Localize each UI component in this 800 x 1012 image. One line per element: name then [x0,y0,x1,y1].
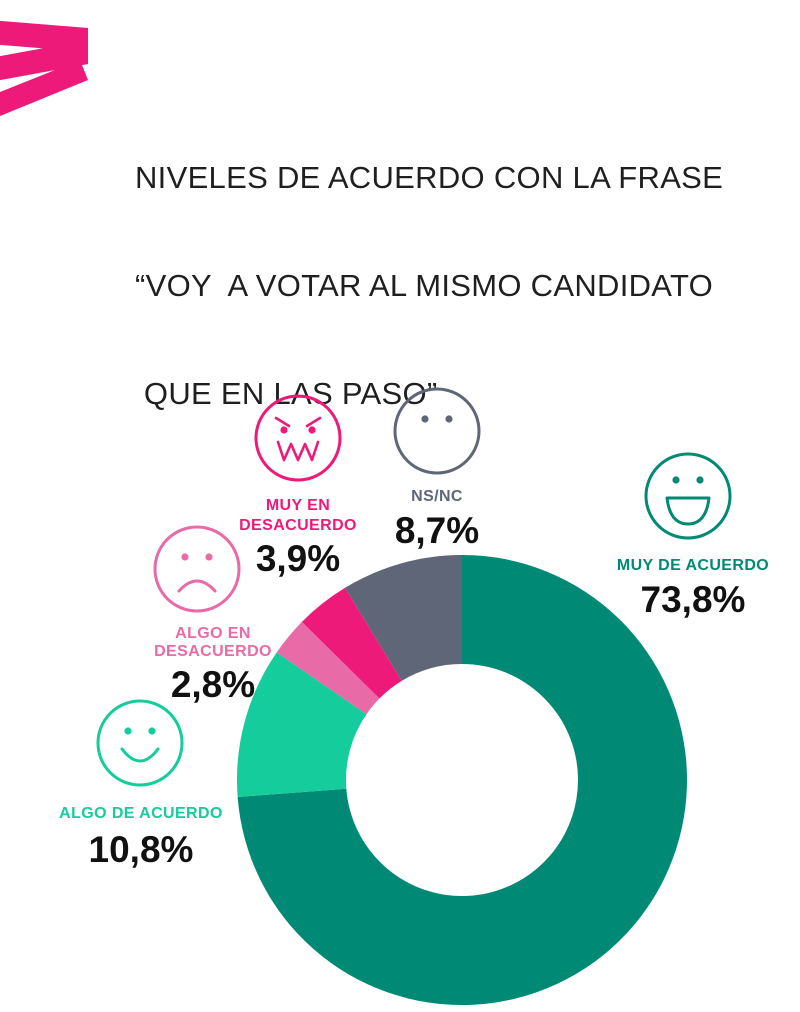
chart-title: NIVELES DE ACUERDO CON LA FRASE “VOY A V… [135,88,723,448]
label-algo-en-desacuerdo-category: DESACUERDO [154,643,272,660]
smile-face-icon [96,699,184,787]
label-algo-de-acuerdo-value: 10,8% [89,829,194,870]
slice-algo-en-desacuerdo [276,621,380,715]
label-muy-en-desacuerdo-category: DESACUERDO [239,517,357,534]
label-muy-de-acuerdo-value: 73,8% [641,579,746,620]
label-algo-de-acuerdo-category: ALGO DE ACUERDO [59,805,223,822]
angry-face-icon [254,394,342,482]
brand-logo [0,20,88,116]
label-algo-en-desacuerdo-category: ALGO EN [175,625,251,642]
neutral-face-icon [393,387,481,475]
big-smile-face-icon [644,452,732,540]
label-algo-en-desacuerdo-value: 2,8% [171,664,255,705]
label-muy-en-desacuerdo-value: 3,9% [256,538,340,579]
slice-ns-nc [345,555,462,681]
title-line-3: QUE EN LAS PASO” [135,376,438,411]
label-ns-nc-value: 8,7% [395,510,479,551]
label-muy-en-desacuerdo-category: MUY EN [266,497,330,514]
sad-face-icon [153,525,241,613]
title-line-1: NIVELES DE ACUERDO CON LA FRASE [135,160,724,195]
slice-muy-en-desacuerdo [301,587,402,699]
title-line-2: “VOY A VOTAR AL MISMO CANDIDATO [135,268,714,303]
slice-muy-de-acuerdo [237,555,687,1005]
label-ns-nc-category: NS/NC [411,488,463,505]
label-muy-de-acuerdo-category: MUY DE ACUERDO [617,557,769,574]
slice-algo-de-acuerdo [237,652,367,797]
